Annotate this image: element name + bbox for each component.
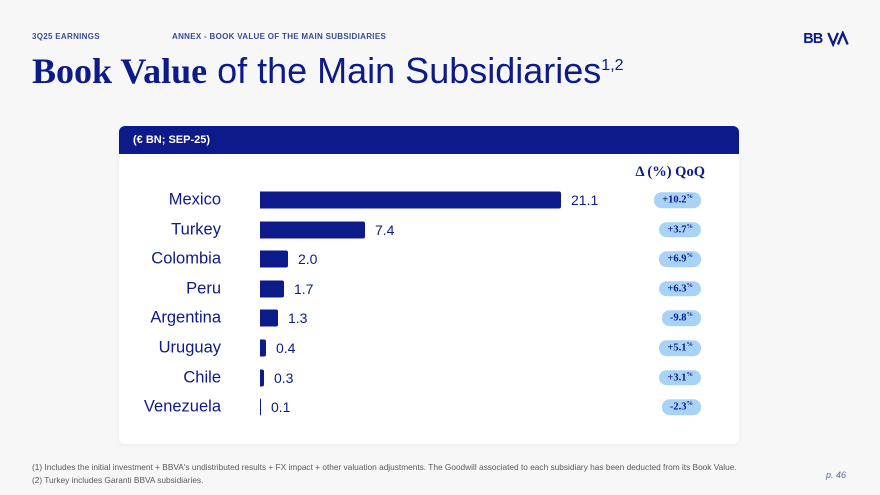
svg-text:BB: BB — [803, 31, 822, 47]
